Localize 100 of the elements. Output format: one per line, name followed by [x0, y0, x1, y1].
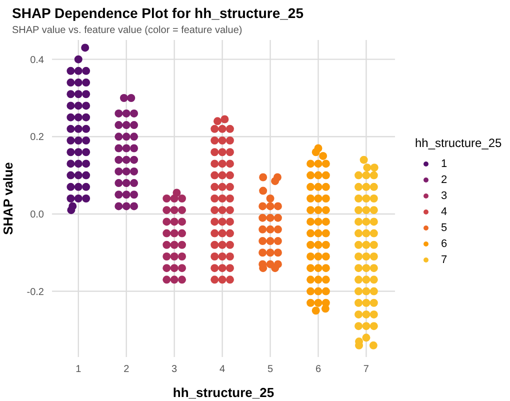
point: [130, 132, 138, 141]
point: [178, 206, 186, 214]
point: [170, 264, 178, 272]
point: [218, 148, 226, 156]
point: [210, 148, 219, 156]
point: [322, 276, 330, 284]
point: [178, 264, 186, 272]
point: [319, 152, 328, 160]
x-tick-label: 4: [220, 364, 226, 376]
point: [170, 240, 178, 249]
point: [271, 264, 280, 272]
point: [218, 171, 226, 180]
point: [314, 182, 322, 191]
point: [354, 229, 363, 238]
point: [130, 109, 138, 118]
point: [122, 109, 130, 118]
point: [210, 218, 219, 226]
point: [266, 194, 274, 202]
point: [362, 276, 370, 284]
point: [66, 148, 75, 156]
point: [370, 229, 378, 238]
point: [210, 182, 219, 191]
point: [322, 229, 330, 238]
point: [306, 264, 315, 272]
point: [354, 264, 363, 272]
point: [354, 322, 363, 330]
point: [210, 124, 219, 133]
point: [130, 144, 138, 152]
point: [66, 160, 75, 168]
point: [314, 252, 322, 260]
point: [362, 310, 370, 318]
point: [322, 218, 330, 226]
point: [314, 287, 322, 296]
point: [354, 240, 363, 249]
point: [226, 206, 234, 214]
point: [218, 124, 226, 133]
point: [370, 252, 378, 260]
point: [314, 298, 322, 307]
point: [66, 171, 75, 180]
point: [354, 182, 363, 191]
point: [306, 194, 315, 202]
point: [82, 90, 90, 98]
point: [162, 194, 171, 202]
point: [82, 171, 90, 180]
point: [162, 264, 171, 272]
point: [74, 160, 82, 168]
point: [370, 322, 378, 330]
point: [82, 113, 90, 122]
point: [370, 298, 378, 307]
point: [226, 171, 234, 180]
point: [66, 66, 75, 75]
point: [122, 132, 130, 141]
point: [362, 218, 370, 226]
point: [362, 287, 370, 296]
point: [306, 218, 315, 226]
point: [114, 144, 123, 152]
point: [306, 160, 315, 168]
legend-label: 1: [441, 158, 448, 170]
point: [122, 121, 130, 130]
y-axis-title: SHAP value: [0, 162, 16, 235]
point: [322, 171, 330, 180]
point: [314, 276, 322, 284]
point: [122, 167, 130, 176]
point: [74, 90, 82, 98]
point: [266, 237, 274, 246]
point: [130, 156, 138, 164]
point: [362, 206, 370, 214]
point: [259, 186, 268, 195]
point: [214, 117, 222, 126]
point: [210, 136, 219, 145]
point: [314, 160, 322, 168]
point: [362, 171, 370, 180]
legend-label: 4: [441, 206, 448, 218]
legend-label: 3: [441, 190, 448, 202]
point: [114, 132, 123, 141]
point: [314, 206, 322, 214]
point: [178, 194, 186, 202]
point: [314, 218, 322, 226]
x-tick-label: 6: [315, 364, 322, 376]
point: [66, 124, 75, 133]
point: [162, 240, 171, 249]
point: [162, 276, 171, 284]
point: [226, 148, 234, 156]
point: [266, 248, 274, 257]
point: [258, 248, 267, 257]
point: [66, 102, 75, 110]
point: [362, 194, 370, 202]
point: [226, 276, 234, 284]
point: [306, 206, 315, 214]
point: [218, 252, 226, 260]
point: [306, 252, 315, 260]
point: [178, 252, 186, 260]
point: [306, 229, 315, 238]
point: [258, 237, 267, 246]
point: [306, 182, 315, 191]
point: [218, 194, 226, 202]
point: [82, 182, 90, 191]
chart-subtitle: SHAP value vs. feature value (color = feature value): [12, 25, 242, 36]
point: [74, 194, 82, 202]
point: [362, 252, 370, 260]
